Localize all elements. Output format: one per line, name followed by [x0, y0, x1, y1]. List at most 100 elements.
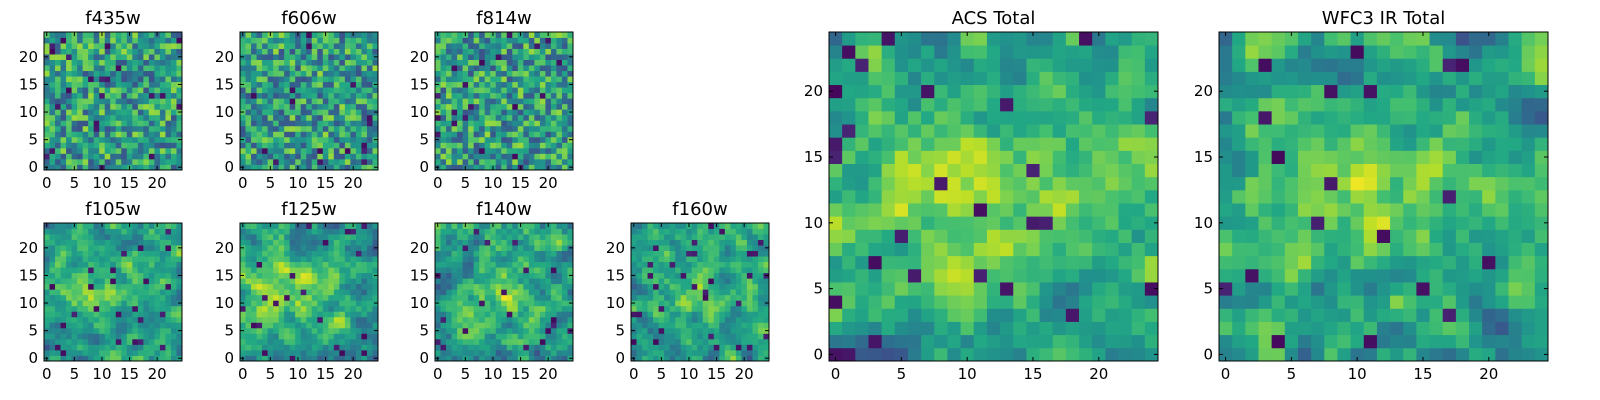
x-tick-label: 20 — [344, 174, 363, 192]
heatmap-cell — [686, 245, 693, 251]
heatmap-cell — [506, 48, 513, 55]
heatmap-cell — [556, 158, 563, 165]
heatmap-cell — [55, 131, 61, 138]
heatmap-cell — [691, 239, 698, 246]
heatmap-cell — [495, 261, 502, 268]
heatmap-cell — [77, 234, 84, 240]
heatmap-cell — [947, 163, 961, 178]
heatmap-cell — [137, 256, 144, 263]
heatmap-cell — [273, 289, 280, 296]
heatmap-cell — [934, 282, 948, 296]
heatmap-cell — [479, 245, 486, 251]
heatmap-cell — [523, 300, 530, 307]
heatmap-cell — [55, 344, 61, 351]
heatmap-cell — [490, 98, 497, 105]
heatmap-cell — [539, 272, 546, 279]
heatmap-cell — [344, 65, 351, 72]
heatmap-cell — [55, 158, 61, 165]
heatmap-cell — [451, 344, 458, 351]
heatmap-cell — [473, 92, 480, 99]
heatmap-cell — [713, 294, 720, 301]
heatmap-cell — [317, 289, 324, 296]
heatmap-cell — [372, 92, 379, 99]
heatmap-cell — [143, 59, 150, 66]
heatmap-cell — [462, 239, 469, 246]
heatmap-cell — [137, 59, 144, 66]
heatmap-cell — [545, 142, 552, 149]
heatmap-cell — [1065, 321, 1080, 336]
heatmap-cell — [484, 153, 491, 160]
heatmap-cell — [653, 261, 659, 268]
heatmap-cell — [479, 316, 486, 323]
heatmap-cell — [686, 344, 693, 351]
heatmap-cell — [328, 70, 335, 77]
heatmap-cell — [71, 289, 78, 296]
heatmap-cell — [322, 142, 329, 149]
heatmap-cell — [344, 103, 351, 110]
heatmap-cell — [457, 98, 463, 105]
heatmap-cell — [741, 239, 748, 246]
heatmap-cell — [273, 32, 280, 38]
heatmap-cell — [894, 308, 909, 322]
y-tick-label: 20 — [19, 48, 38, 66]
heatmap-cell — [468, 272, 475, 279]
heatmap-cell — [713, 338, 720, 345]
heatmap-cell — [506, 234, 513, 240]
heatmap-cell — [556, 305, 563, 312]
heatmap-cell — [451, 92, 458, 99]
heatmap-cell — [245, 349, 252, 356]
heatmap-cell — [366, 239, 373, 246]
x-tick-label: 5 — [70, 365, 80, 383]
heatmap-cell — [636, 294, 643, 301]
heatmap-cell — [154, 48, 161, 55]
heatmap-cell — [473, 278, 480, 285]
heatmap-cell — [1026, 308, 1040, 322]
heatmap-cell — [479, 250, 486, 257]
heatmap-cell — [251, 114, 257, 121]
heatmap-cell — [960, 216, 975, 230]
heatmap-cell — [708, 228, 715, 235]
heatmap-cell — [355, 76, 362, 83]
heatmap-cell — [165, 316, 172, 323]
heatmap-cell — [501, 158, 508, 165]
heatmap-cell — [159, 125, 166, 132]
heatmap-cell — [855, 255, 869, 270]
heatmap-cell — [317, 81, 324, 88]
heatmap-cell — [88, 344, 95, 351]
heatmap-cell — [829, 308, 843, 322]
heatmap-cell — [126, 283, 133, 290]
heatmap-cell — [1039, 150, 1054, 164]
heatmap-cell — [121, 278, 128, 285]
heatmap-cell — [55, 261, 61, 268]
heatmap-cell — [741, 338, 748, 345]
heatmap-cell — [55, 355, 61, 362]
heatmap-cell — [366, 327, 373, 334]
heatmap-cell — [484, 311, 491, 318]
heatmap-cell — [267, 59, 274, 66]
heatmap-cell — [77, 278, 84, 285]
heatmap-cell — [366, 98, 373, 105]
heatmap-cell — [495, 59, 502, 66]
heatmap-cell — [322, 109, 329, 116]
heatmap-cell — [82, 147, 89, 154]
heatmap-cell — [528, 136, 535, 143]
heatmap-cell — [528, 164, 535, 171]
heatmap-cell — [468, 245, 475, 251]
heatmap-cell — [300, 322, 307, 329]
heatmap-cell — [317, 283, 324, 290]
heatmap-cell — [372, 223, 379, 229]
heatmap-cell — [350, 43, 357, 49]
heatmap-cell — [517, 142, 524, 149]
heatmap-cell — [1092, 229, 1106, 243]
heatmap-cell — [333, 300, 340, 307]
heatmap-cell — [306, 327, 313, 334]
heatmap-cell — [752, 355, 759, 362]
heatmap-cell — [93, 228, 100, 235]
heatmap-cell — [170, 131, 177, 138]
heatmap-cell — [986, 321, 1001, 336]
heatmap-cell — [366, 59, 373, 66]
heatmap-cell — [719, 349, 726, 356]
heatmap-cell — [730, 338, 737, 345]
heatmap-cell — [501, 81, 508, 88]
heatmap-cell — [669, 355, 676, 362]
